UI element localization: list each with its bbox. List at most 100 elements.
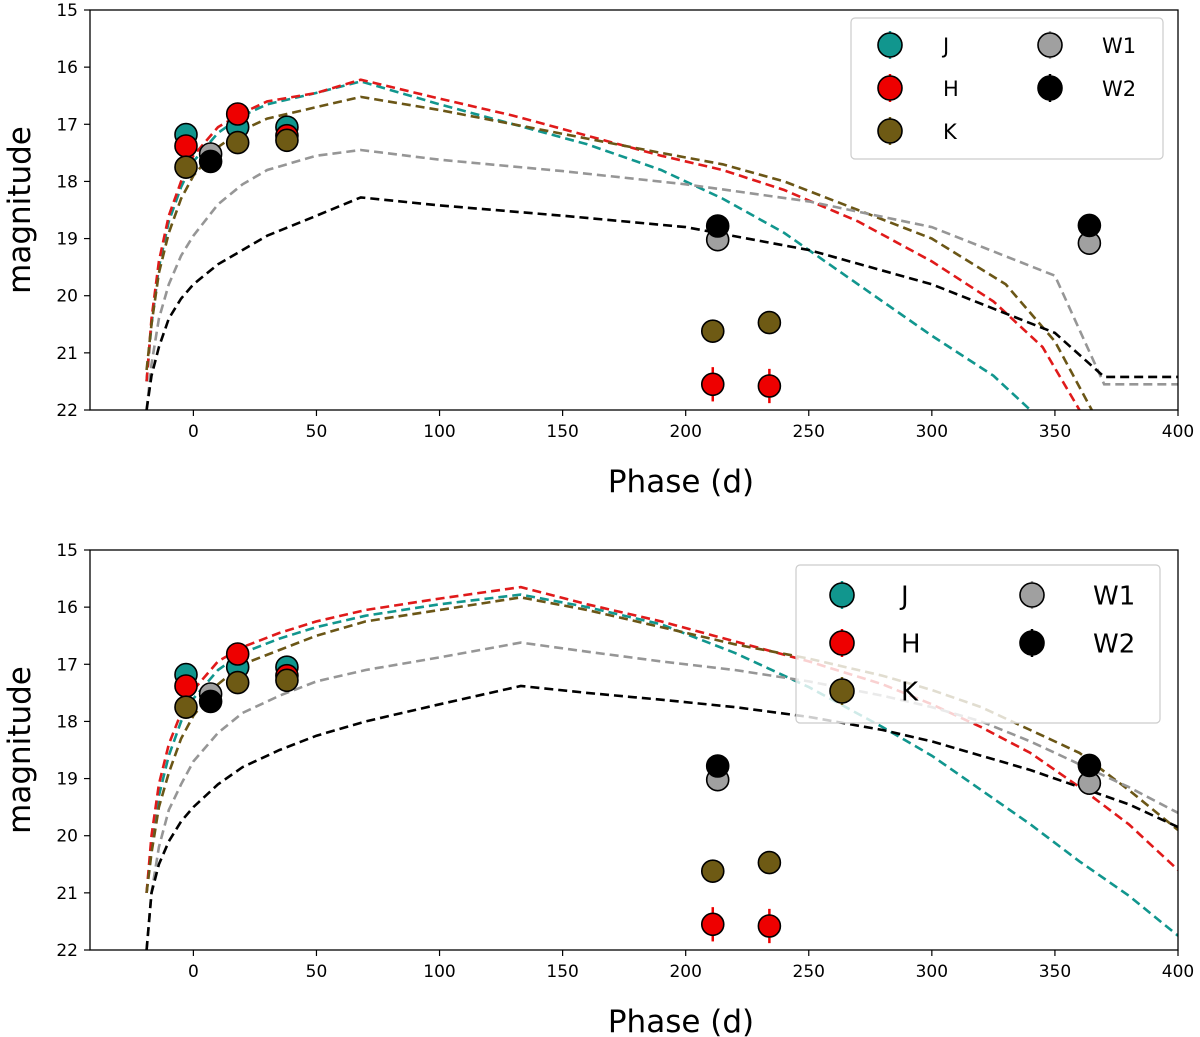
y-axis-title: magnitude	[2, 666, 38, 834]
data-point-K	[700, 859, 725, 883]
x-tick-label: 150	[546, 422, 578, 442]
data-point-H	[174, 674, 198, 698]
data-point-H	[757, 914, 782, 938]
x-tick-label: 200	[669, 422, 701, 442]
data-point-K	[225, 130, 250, 155]
data-point-W2	[198, 149, 223, 174]
x-tick-label: 50	[306, 962, 328, 982]
x-tick-label: 250	[793, 962, 825, 982]
data-point-H	[225, 642, 250, 666]
data-point-H	[174, 134, 198, 158]
legend-label-H: H	[901, 630, 921, 660]
x-tick-label: 150	[546, 962, 578, 982]
y-tick-label: 20	[56, 827, 78, 847]
y-tick-label: 21	[56, 344, 78, 364]
y-axis-title: magnitude	[2, 126, 38, 294]
legend-label-H: H	[943, 77, 959, 101]
data-point-K	[174, 155, 198, 179]
model-curve-K	[145, 95, 1093, 410]
data-point-H	[700, 912, 725, 937]
model-curve-H	[145, 585, 1178, 894]
data-point-H	[757, 374, 782, 398]
legend: JHK W1 W2	[850, 17, 1164, 160]
data-point-H	[700, 372, 725, 397]
legend-marker-K	[877, 118, 903, 144]
x-tick-label: 100	[423, 422, 455, 442]
data-point-W2	[1077, 213, 1102, 238]
data-point-W2	[705, 754, 730, 778]
data-point-K	[700, 319, 725, 343]
legend-label-K: K	[901, 678, 919, 708]
y-tick-label: 18	[56, 712, 78, 732]
x-tick-label: 400	[1162, 962, 1194, 982]
x-tick-label: 350	[1039, 422, 1071, 442]
data-points	[174, 102, 1102, 404]
legend-marker-J	[829, 582, 855, 608]
legend-label-W1: W1	[1102, 34, 1136, 58]
legend: JHK W1 W2	[795, 564, 1161, 724]
data-point-K	[757, 310, 782, 335]
legend-label-J: J	[899, 582, 909, 612]
x-tick-label: 200	[669, 962, 701, 982]
data-point-K	[275, 668, 299, 693]
legend-marker-J	[877, 32, 903, 58]
x-tick-label: 0	[188, 422, 199, 442]
x-tick-label: 400	[1162, 422, 1194, 442]
data-point-W2	[1077, 753, 1102, 778]
legend-marker-W1	[1019, 582, 1045, 608]
data-point-K	[757, 850, 782, 875]
y-tick-label: 16	[56, 598, 78, 618]
chart-panel-1: 0 50 100 150 200 250 300 350 400 15 16 17 18 19 20 21 22…	[2, 1, 1194, 500]
y-tick-label: 19	[56, 230, 78, 250]
y-tick-label: 15	[56, 541, 78, 561]
y-tick-label: 22	[56, 401, 78, 421]
x-tick-label: 300	[916, 422, 948, 442]
x-axis-title: Phase (d)	[608, 464, 754, 500]
model-curve-W1	[145, 148, 1178, 410]
legend-marker-W2	[1019, 630, 1045, 656]
y-tick-label: 17	[56, 115, 78, 135]
data-points	[174, 642, 1102, 944]
legend-box	[850, 17, 1164, 160]
chart-panel-2: 0 50 100 150 200 250 300 350 400 15 16 17 18 19 20 21 22…	[2, 541, 1194, 1037]
legend-marker-H	[877, 75, 903, 101]
x-tick-label: 250	[793, 422, 825, 442]
model-curve-J	[145, 593, 1178, 937]
legend-marker-K	[829, 678, 855, 704]
data-point-H	[225, 102, 250, 126]
legend-label-W1: W1	[1093, 582, 1135, 612]
y-tick-label: 19	[56, 770, 78, 790]
y-tick-label: 20	[56, 287, 78, 307]
model-curve-J	[145, 80, 1032, 410]
model-curve-W1	[145, 641, 1178, 950]
legend-marker-H	[829, 630, 855, 656]
x-tick-label: 300	[916, 962, 948, 982]
legend-label-W2: W2	[1093, 630, 1135, 660]
y-tick-label: 22	[56, 941, 78, 961]
legend-marker-W1	[1037, 32, 1063, 58]
x-tick-label: 50	[306, 422, 328, 442]
data-point-K	[174, 695, 198, 719]
data-point-W2	[705, 214, 730, 238]
legend-label-W2: W2	[1102, 77, 1136, 101]
y-tick-label: 16	[56, 58, 78, 78]
x-tick-label: 100	[423, 962, 455, 982]
legend-label-J: J	[941, 34, 949, 58]
legend-label-K: K	[943, 120, 958, 144]
data-point-W2	[198, 689, 223, 714]
y-tick-label: 21	[56, 884, 78, 904]
y-tick-label: 15	[56, 1, 78, 21]
plot-frame	[89, 549, 1179, 951]
legend-marker-W2	[1037, 75, 1063, 101]
data-point-K	[225, 670, 250, 695]
x-axis-title: Phase (d)	[608, 1004, 754, 1037]
plot-frame	[89, 9, 1179, 411]
legend-box	[795, 564, 1161, 724]
y-tick-label: 17	[56, 655, 78, 675]
model-curve-W2	[145, 684, 1178, 950]
data-point-K	[275, 128, 299, 153]
y-tick-label: 18	[56, 172, 78, 192]
model-curves	[145, 78, 1178, 410]
model-curve-H	[145, 78, 1081, 410]
